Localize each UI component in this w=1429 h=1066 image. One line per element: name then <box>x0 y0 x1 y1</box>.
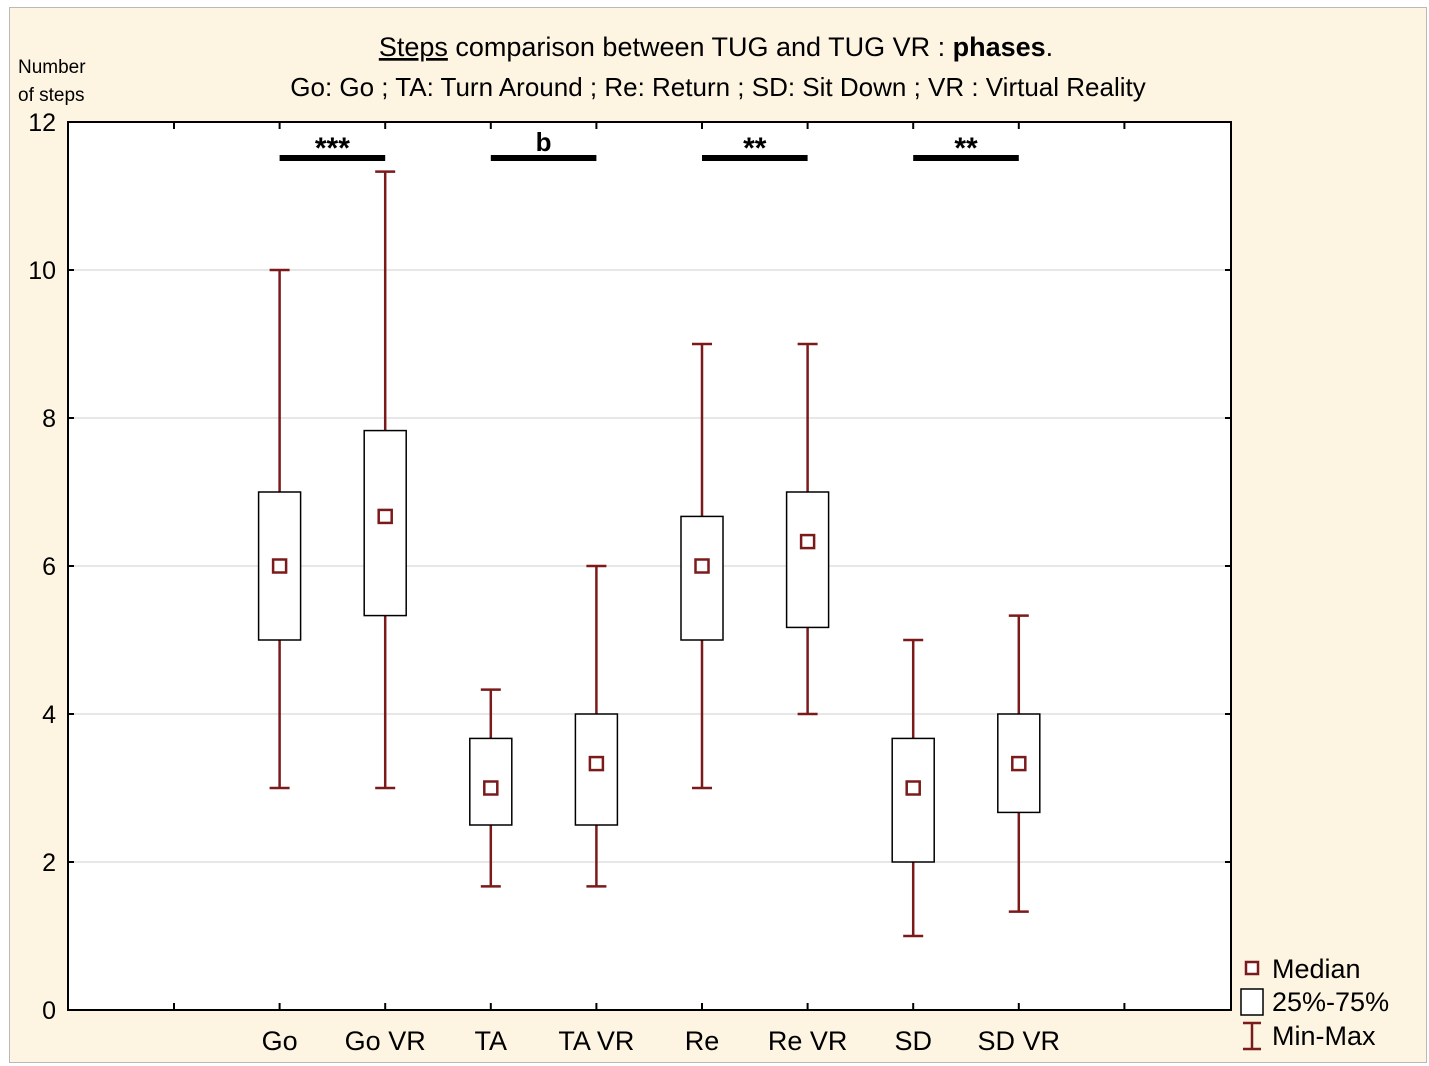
plot-axes: 0 2 4 6 8 10 12 Go Go VR TA TA VR Re Re VR SD SD VR <box>28 109 1232 1056</box>
grid-lines <box>68 122 1231 1010</box>
y-tick-label: 6 <box>42 553 56 581</box>
significance-bars: *** b ** ** <box>279 127 1019 165</box>
median-marker <box>694 558 710 574</box>
iqr-box <box>785 491 830 629</box>
y-tick-label: 4 <box>42 701 56 729</box>
box-plot <box>363 170 407 790</box>
median-marker <box>483 780 499 796</box>
y-tick-label: 0 <box>42 997 56 1025</box>
chart-title-part: Steps <box>379 32 448 62</box>
y-tick-label: 12 <box>28 109 56 137</box>
iqr-box <box>891 737 935 863</box>
chart-title-part: . <box>1046 32 1054 62</box>
legend-median-swatch <box>1244 960 1260 976</box>
legend-label: Min-Max <box>1272 1021 1376 1051</box>
median-marker <box>588 755 605 772</box>
x-tick-label: SD <box>894 1026 932 1056</box>
significance-bracket: *** <box>279 132 386 165</box>
median-marker <box>377 508 393 525</box>
median-marker <box>799 533 816 550</box>
x-tick-label: Go VR <box>345 1026 426 1056</box>
chart-title-part: phases <box>953 32 1046 62</box>
y-axis-label-line-1: Number <box>18 57 86 78</box>
x-tick-label: TA <box>475 1026 508 1056</box>
legend-label: Median <box>1272 954 1361 984</box>
box-series <box>257 170 1041 938</box>
chart-title-group: Steps comparison between TUG and TUG VR … <box>290 32 1145 102</box>
chart-subtitle: Go: Go ; TA: Turn Around ; Re: Return ; … <box>290 72 1145 102</box>
iqr-box <box>680 515 724 641</box>
significance-bracket: b <box>490 127 597 161</box>
y-tick-label: 2 <box>42 849 56 877</box>
median-marker <box>1011 755 1027 772</box>
box-plot <box>785 342 830 716</box>
box-plot <box>997 614 1041 913</box>
y-tick-label: 10 <box>28 257 56 285</box>
box-plot <box>574 564 619 888</box>
median-marker <box>905 780 921 796</box>
significance-bracket: ** <box>702 132 808 165</box>
significance-label: *** <box>315 132 350 165</box>
box-plot <box>680 342 724 790</box>
significance-label: b <box>536 127 552 157</box>
x-tick-label: Re <box>685 1026 720 1056</box>
significance-label: ** <box>954 132 978 165</box>
chart-title-part: comparison between TUG and TUG VR : <box>448 32 953 62</box>
legend-item: 25%-75% <box>1240 987 1389 1017</box>
significance-label: ** <box>743 132 767 165</box>
x-tick-label: Re VR <box>768 1026 848 1056</box>
x-tick-label: TA VR <box>558 1026 634 1056</box>
y-axis-label-line-2: of steps <box>18 85 85 106</box>
legend-label: 25%-75% <box>1272 987 1389 1017</box>
legend-box-swatch <box>1240 988 1264 1016</box>
significance-bracket: ** <box>913 132 1019 165</box>
legend-item: Min-Max <box>1243 1021 1376 1051</box>
median-marker <box>271 558 288 574</box>
x-tick-label: Go <box>262 1026 298 1056</box>
x-tick-label: SD VR <box>978 1026 1061 1056</box>
chart-title: Steps comparison between TUG and TUG VR … <box>379 32 1053 62</box>
y-tick-label: 8 <box>42 405 56 433</box>
box-plot <box>891 638 935 938</box>
legend-item: Median <box>1244 954 1361 984</box>
box-plot <box>469 688 513 888</box>
box-plot <box>257 268 302 790</box>
